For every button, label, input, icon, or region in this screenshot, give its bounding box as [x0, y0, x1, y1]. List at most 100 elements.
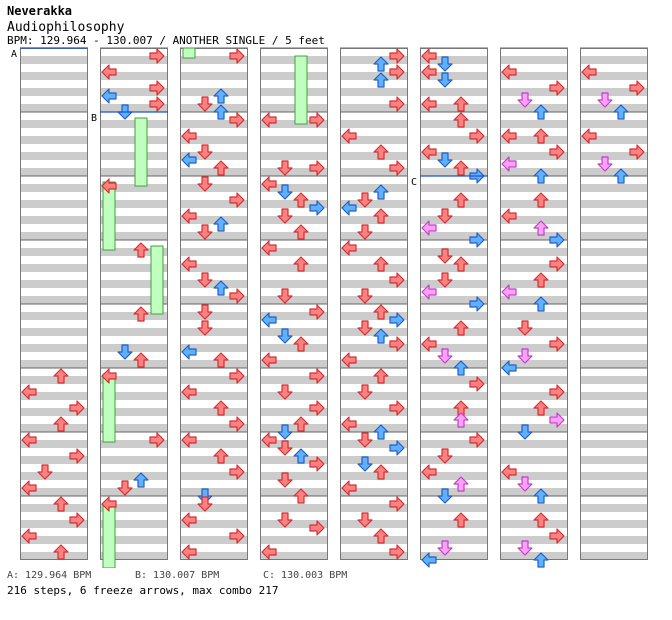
beat-stripe-light — [420, 544, 488, 552]
beat-stripe-light — [420, 192, 488, 200]
beat-stripe-light — [500, 80, 568, 88]
chart-column — [100, 47, 168, 560]
beat-stripe-dark — [100, 72, 168, 80]
beat-stripe-dark — [180, 344, 248, 352]
beat-stripe-light — [180, 320, 248, 328]
beat-stripe-light — [180, 208, 248, 216]
beat-stripe-light — [500, 384, 568, 392]
beat-stripe-dark — [100, 456, 168, 464]
beat-stripe-light — [420, 352, 488, 360]
beat-stripe-dark — [180, 248, 248, 256]
beat-stripe-dark — [20, 552, 88, 560]
beat-stripe-light — [20, 336, 88, 344]
beat-stripe-dark — [260, 344, 328, 352]
beat-stripe-dark — [420, 312, 488, 320]
beat-stripe-dark — [260, 152, 328, 160]
beat-stripe-light — [500, 256, 568, 264]
beat-stripe-light — [20, 432, 88, 440]
beat-stripe-light — [100, 256, 168, 264]
beat-stripe-dark — [260, 72, 328, 80]
chart-column — [580, 47, 648, 560]
beat-stripe-light — [580, 192, 648, 200]
beat-stripe-light — [500, 48, 568, 56]
beat-stripe-dark — [420, 344, 488, 352]
beat-stripe-dark — [580, 520, 648, 528]
beat-stripe-dark — [20, 536, 88, 544]
beat-stripe-light — [260, 496, 328, 504]
beat-stripe-dark — [340, 312, 408, 320]
beat-stripe-light — [260, 176, 328, 184]
beat-stripe-dark — [180, 72, 248, 80]
beat-stripe-light — [420, 240, 488, 248]
beat-stripe-light — [260, 144, 328, 152]
beat-stripe-dark — [180, 280, 248, 288]
beat-stripe-light — [260, 96, 328, 104]
beat-stripe-dark — [580, 488, 648, 496]
beat-stripe-light — [180, 496, 248, 504]
beat-stripe-dark — [100, 184, 168, 192]
beat-stripe-dark — [500, 552, 568, 560]
beat-stripe-light — [100, 320, 168, 328]
beat-stripe-dark — [180, 184, 248, 192]
beat-stripe-dark — [340, 104, 408, 112]
beat-stripe-light — [500, 208, 568, 216]
beat-stripe-light — [340, 416, 408, 424]
beat-stripe-light — [580, 544, 648, 552]
beat-stripe-light — [420, 512, 488, 520]
beat-stripe-light — [180, 304, 248, 312]
beat-stripe-light — [260, 320, 328, 328]
beat-stripe-dark — [500, 136, 568, 144]
beat-stripe-dark — [500, 392, 568, 400]
beat-stripe-dark — [180, 312, 248, 320]
beat-stripe-light — [580, 400, 648, 408]
beat-stripe-light — [180, 448, 248, 456]
beat-stripe-light — [500, 528, 568, 536]
beat-stripe-light — [180, 352, 248, 360]
beat-stripe-light — [100, 304, 168, 312]
beat-stripe-dark — [260, 328, 328, 336]
beat-stripe-light — [20, 80, 88, 88]
beat-stripe-light — [180, 144, 248, 152]
beat-stripe-light — [420, 528, 488, 536]
beat-stripe-light — [580, 320, 648, 328]
beat-stripe-dark — [100, 104, 168, 112]
beat-stripe-dark — [100, 536, 168, 544]
beat-stripe-light — [340, 528, 408, 536]
beat-stripe-light — [20, 384, 88, 392]
beat-stripe-light — [420, 112, 488, 120]
column-border — [100, 48, 168, 560]
beat-stripe-dark — [20, 328, 88, 336]
beat-stripe-light — [20, 320, 88, 328]
beat-stripe-dark — [20, 360, 88, 368]
beat-stripe-light — [420, 320, 488, 328]
beat-stripe-light — [340, 320, 408, 328]
beat-stripe-dark — [580, 376, 648, 384]
beat-stripe-dark — [420, 280, 488, 288]
beat-stripe-light — [340, 256, 408, 264]
beat-stripe-light — [20, 352, 88, 360]
beat-stripe-dark — [500, 248, 568, 256]
beat-stripe-dark — [260, 536, 328, 544]
beat-stripe-dark — [20, 200, 88, 208]
beat-stripe-light — [100, 128, 168, 136]
beat-stripe-dark — [420, 392, 488, 400]
beat-stripe-dark — [580, 472, 648, 480]
beat-stripe-dark — [580, 264, 648, 272]
beat-stripe-dark — [420, 296, 488, 304]
beat-stripe-light — [340, 336, 408, 344]
beat-stripe-dark — [100, 312, 168, 320]
beat-stripe-dark — [20, 376, 88, 384]
beat-stripe-dark — [580, 424, 648, 432]
beat-stripe-light — [340, 304, 408, 312]
beat-stripe-dark — [180, 472, 248, 480]
beat-stripe-dark — [500, 184, 568, 192]
beat-stripe-light — [100, 400, 168, 408]
beat-stripe-light — [100, 496, 168, 504]
beat-stripe-light — [260, 400, 328, 408]
beat-stripe-dark — [580, 56, 648, 64]
beat-stripe-light — [420, 272, 488, 280]
beat-stripe-dark — [580, 152, 648, 160]
beat-stripe-dark — [180, 408, 248, 416]
beat-stripe-dark — [100, 296, 168, 304]
beat-stripe-light — [340, 352, 408, 360]
